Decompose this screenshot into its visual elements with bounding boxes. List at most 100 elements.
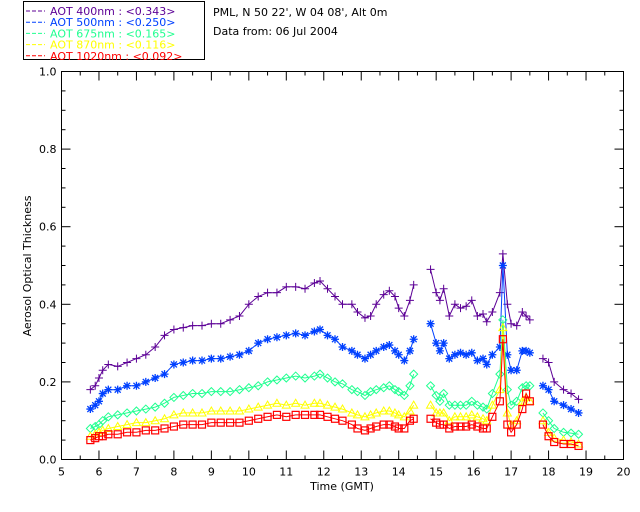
plus-marker <box>479 310 487 318</box>
y-axis-label: Aerosol Optical Thickness <box>21 195 34 336</box>
legend-entry: AOT 870nm : <0.116> <box>50 39 176 52</box>
asterisk-marker <box>456 348 465 357</box>
plus-marker <box>498 249 507 258</box>
square-marker <box>310 410 319 419</box>
triangle-marker <box>290 398 301 407</box>
plus-marker <box>394 304 403 313</box>
asterisk-marker <box>445 354 454 363</box>
triangle-marker <box>450 411 460 421</box>
x-tick-label: 16 <box>467 466 481 479</box>
legend-entry: AOT 400nm : <0.343> <box>50 5 176 18</box>
asterisk-marker <box>462 350 471 359</box>
square-marker <box>538 420 548 429</box>
square-marker <box>160 424 169 433</box>
asterisk-marker <box>347 346 356 355</box>
plus-marker <box>522 311 531 320</box>
x-tick-label: 13 <box>354 466 368 479</box>
plus-marker <box>169 325 178 334</box>
plus-marker <box>409 280 418 289</box>
asterisk-marker <box>338 342 347 351</box>
triangle-marker <box>234 405 245 415</box>
square-marker <box>197 420 207 429</box>
asterisk-marker <box>372 346 381 355</box>
diamond-marker <box>169 392 179 403</box>
diamond-marker <box>573 429 584 439</box>
plus-marker <box>550 377 559 386</box>
asterisk-marker <box>244 346 253 355</box>
triangle-marker <box>371 407 382 417</box>
square-marker <box>272 410 282 419</box>
square-marker <box>456 422 465 431</box>
plus-marker <box>379 290 388 299</box>
plus-marker <box>405 296 414 305</box>
plus-marker <box>445 311 454 320</box>
triangle-marker <box>103 423 114 432</box>
asterisk-marker <box>254 339 263 348</box>
asterisk-marker <box>522 346 531 355</box>
asterisk-marker <box>482 360 491 369</box>
triangle-marker <box>150 415 161 425</box>
diamond-marker <box>315 369 325 379</box>
plus-marker <box>495 288 504 297</box>
asterisk-marker <box>507 366 516 375</box>
plus-marker <box>160 331 169 340</box>
triangle-marker <box>538 415 548 425</box>
square-marker <box>291 410 300 419</box>
asterisk-marker <box>188 356 197 365</box>
asterisk-marker <box>104 385 113 394</box>
plus-marker <box>567 389 576 398</box>
asterisk-marker <box>263 335 272 344</box>
asterisk-marker <box>291 329 300 338</box>
asterisk-marker <box>394 350 403 359</box>
triangle-marker <box>281 400 292 409</box>
series-1 <box>86 261 583 417</box>
plus-marker <box>360 313 369 322</box>
plot-frame <box>61 71 624 460</box>
triangle-marker <box>390 407 400 417</box>
plus-marker <box>574 395 583 404</box>
square-marker <box>488 412 497 421</box>
triangle-marker <box>378 405 389 415</box>
asterisk-marker <box>169 360 178 369</box>
diamond-marker <box>502 384 513 395</box>
plus-marker <box>323 284 332 293</box>
asterisk-marker <box>544 385 553 394</box>
square-marker <box>518 404 527 414</box>
diamond-marker <box>131 406 142 416</box>
diamond-marker <box>360 390 370 401</box>
plus-marker <box>98 366 107 375</box>
triangle-marker <box>187 407 198 417</box>
triangle-marker <box>337 404 348 413</box>
asterisk-marker <box>226 352 235 361</box>
diamond-marker <box>543 415 554 426</box>
triangle-marker <box>573 438 584 448</box>
plus-marker <box>86 385 95 394</box>
triangle-marker <box>393 409 404 419</box>
diamond-marker <box>225 386 235 397</box>
x-tick-label: 14 <box>392 466 406 479</box>
diamond-marker <box>408 369 419 379</box>
asterisk-marker <box>235 350 244 359</box>
plus-marker <box>473 311 482 320</box>
diamond-marker <box>103 412 114 422</box>
axes: 5 6 7 8 9 10 11 12 13 14 15 16 17 18 19 20 0.0 0.2 0.4 0.6 0… <box>39 66 631 479</box>
diamond-marker <box>438 388 449 399</box>
asterisk-marker <box>512 366 521 375</box>
plus-marker <box>226 315 235 324</box>
square-marker <box>141 426 150 435</box>
y-tick-label: 0.6 <box>39 221 57 234</box>
plus-marker <box>216 319 225 328</box>
triangle-marker <box>347 407 357 417</box>
triangle-marker <box>262 400 273 409</box>
triangle-marker <box>178 407 189 417</box>
asterisk-marker <box>216 354 225 363</box>
plus-marker <box>198 321 206 330</box>
triangle-marker <box>253 402 264 411</box>
asterisk-marker <box>91 401 100 410</box>
diamond-marker <box>330 377 340 387</box>
square-marker <box>169 422 178 431</box>
triangle-marker <box>309 398 320 407</box>
plus-marker <box>482 317 491 326</box>
triangle-marker <box>566 437 576 446</box>
asterisk-marker <box>479 354 487 363</box>
